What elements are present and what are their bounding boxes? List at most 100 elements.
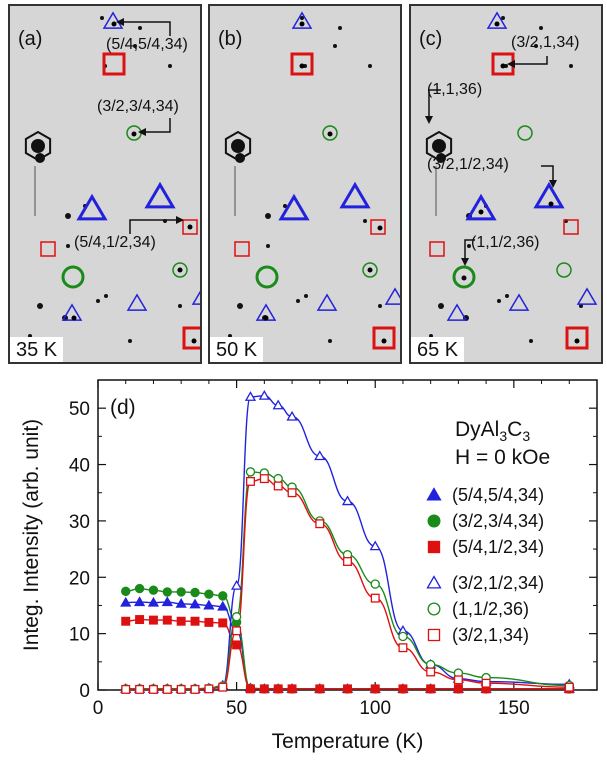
detector-image-65K: (c) (3/2,1,34) (1,1,36) (3/2,1/2,34) (1,… <box>409 4 603 364</box>
diffraction-spot <box>338 26 342 30</box>
data-point-series-4 <box>370 579 380 589</box>
triangle-marker <box>316 293 338 311</box>
diffraction-spot <box>363 219 367 223</box>
data-point-series-5 <box>232 626 242 636</box>
arrow-line <box>142 118 171 133</box>
diffraction-spot <box>438 303 444 309</box>
data-point-series-2 <box>259 684 269 694</box>
diffraction-spot <box>368 64 372 68</box>
diffraction-spot <box>497 299 501 303</box>
arrow-head <box>507 60 515 68</box>
circle-marker <box>362 262 378 278</box>
data-point-series-2 <box>245 684 255 694</box>
data-point-series-2 <box>287 684 297 694</box>
arrow-line <box>428 89 441 118</box>
temperature-label-a: 35 K <box>10 337 64 362</box>
triangle-marker <box>465 193 497 221</box>
peak-dot <box>367 267 373 273</box>
data-point-series-4 <box>398 631 408 642</box>
data-point-series-5 <box>315 519 325 529</box>
diffraction-spot <box>467 244 471 248</box>
temperature-label-b: 50 K <box>210 337 264 362</box>
arrow-head <box>176 216 184 224</box>
diffraction-spot <box>300 16 304 20</box>
diffraction-spot <box>328 339 332 343</box>
data-point-series-2 <box>190 616 200 626</box>
image-background <box>411 6 601 362</box>
y-axis-label: Integ. Intensity (arb. unit) <box>20 419 43 651</box>
arrow-head <box>138 128 146 136</box>
peak-dot <box>500 63 506 69</box>
data-point-series-4 <box>245 467 256 477</box>
data-point-series-5 <box>273 481 283 491</box>
data-point-series-1 <box>134 583 145 594</box>
compound-formula: DyAl3C3 <box>455 418 530 444</box>
triangle-marker <box>144 181 176 209</box>
diffraction-spot <box>96 299 100 303</box>
diffraction-spot <box>231 139 245 153</box>
data-point-series-2 <box>148 615 158 625</box>
legend-marker-5 <box>427 628 441 642</box>
triangle-marker <box>191 290 200 305</box>
data-point-series-3 <box>230 579 243 590</box>
circle-marker <box>556 262 572 278</box>
y-tick-label: 10 <box>69 625 90 646</box>
diffraction-spot <box>534 44 538 48</box>
peak-dot <box>71 315 77 321</box>
data-point-series-3 <box>314 450 326 461</box>
diffraction-spot <box>266 244 270 248</box>
square-marker <box>102 52 126 76</box>
data-point-series-2 <box>176 616 186 626</box>
square-marker <box>429 241 445 257</box>
y-tick-label: 20 <box>69 568 90 589</box>
peak-dot <box>299 63 305 69</box>
square-marker <box>234 241 250 257</box>
x-axis-label: Temperature (K) <box>272 730 424 753</box>
data-point-series-2 <box>135 615 145 625</box>
diffraction-spot <box>104 294 108 298</box>
diffraction-spot <box>237 303 243 309</box>
circle-marker <box>517 125 533 141</box>
diffraction-spot <box>37 303 43 309</box>
data-point-series-2 <box>398 684 408 694</box>
diffraction-spot <box>296 299 300 303</box>
arrow-head <box>425 116 433 124</box>
diffraction-spot <box>501 16 505 20</box>
triangle-marker <box>126 293 148 311</box>
legend-marker-4 <box>427 602 441 616</box>
arrow-line <box>541 165 554 182</box>
y-tick-label: 50 <box>69 399 90 420</box>
triangle-marker <box>384 287 400 305</box>
data-point-series-1 <box>218 591 228 601</box>
peak-dot <box>263 315 269 321</box>
data-point-series-5 <box>398 643 408 653</box>
panel-label-c: (c) <box>419 28 443 50</box>
image-background <box>10 6 200 362</box>
data-point-series-0 <box>189 598 201 609</box>
data-point-series-5 <box>121 684 131 694</box>
legend-label-3: (3/2,1/2,34) <box>452 573 544 593</box>
diffraction-spot <box>283 204 287 208</box>
data-point-series-2 <box>162 615 172 625</box>
diffraction-spot <box>265 213 271 219</box>
diffraction-pattern <box>210 6 400 362</box>
data-point-series-2 <box>273 684 283 694</box>
triangle-marker <box>533 181 565 209</box>
data-point-series-0 <box>120 596 132 607</box>
peak-dot <box>381 338 387 344</box>
square-marker <box>565 326 589 350</box>
data-point-series-1 <box>190 587 200 598</box>
data-point-series-5 <box>176 684 186 694</box>
data-point-series-5 <box>426 667 436 677</box>
y-tick-label: 0 <box>79 681 90 702</box>
triangle-marker <box>486 11 508 29</box>
data-point-series-5 <box>218 682 228 692</box>
data-point-series-5 <box>190 684 200 694</box>
diffraction-spot <box>539 26 543 30</box>
x-tick-label: 50 <box>226 698 247 719</box>
circle-marker <box>172 262 188 278</box>
circle-marker <box>322 125 338 141</box>
square-marker <box>182 326 200 350</box>
diffraction-spot <box>235 153 245 163</box>
arrow-line <box>129 219 180 234</box>
